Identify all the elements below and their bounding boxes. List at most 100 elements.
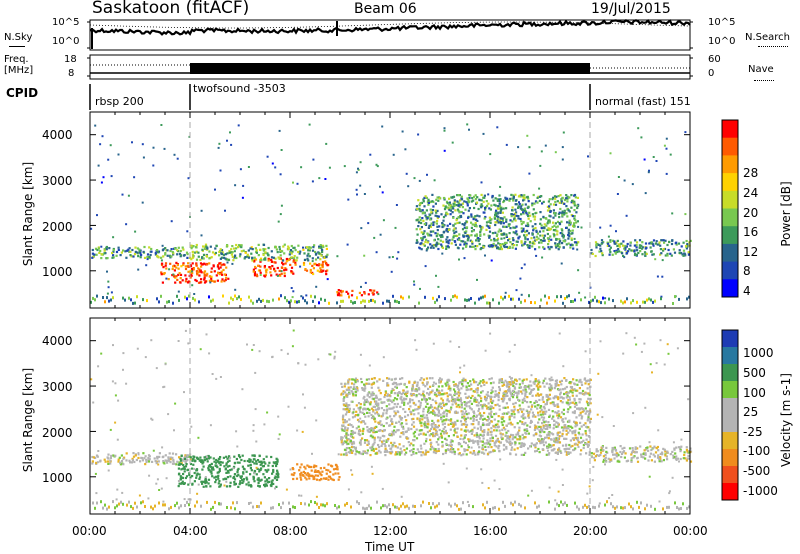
velocity-cell bbox=[524, 391, 527, 394]
velocity-cell bbox=[347, 442, 350, 445]
velocity-cell bbox=[354, 448, 357, 451]
velocity-cell bbox=[109, 459, 112, 462]
power-cell bbox=[254, 258, 257, 261]
power-cell bbox=[293, 255, 296, 258]
velocity-cell bbox=[476, 391, 479, 394]
power-clutter bbox=[648, 297, 650, 301]
velocity-cell bbox=[518, 378, 521, 381]
power-sparse bbox=[413, 283, 416, 286]
cpid-segment-3: normal (fast) 151 bbox=[595, 95, 691, 108]
power-cell bbox=[181, 246, 184, 249]
power-cell bbox=[459, 199, 462, 202]
velocity-cell bbox=[367, 378, 371, 381]
velocity-cell bbox=[236, 474, 239, 478]
velocity-cell bbox=[430, 391, 433, 394]
power-cell bbox=[429, 243, 432, 246]
velocity-cell bbox=[431, 432, 435, 435]
velocity-cell bbox=[516, 394, 519, 397]
velocity-cell bbox=[523, 397, 526, 400]
velocity-cell bbox=[420, 447, 423, 450]
power-cell bbox=[325, 256, 328, 259]
velocity-cell bbox=[448, 400, 451, 403]
velocity-cell bbox=[134, 454, 137, 457]
power-cell bbox=[495, 213, 498, 216]
velocity-cell bbox=[257, 484, 260, 487]
velocity-cell bbox=[96, 455, 99, 458]
velocity-cell bbox=[164, 459, 167, 462]
power-cell bbox=[550, 245, 553, 249]
power-clutter bbox=[612, 299, 614, 303]
velocity-cell bbox=[559, 396, 562, 399]
power-cell bbox=[514, 226, 517, 229]
velocity-cell bbox=[479, 433, 482, 436]
xtick-1: 04:00 bbox=[173, 524, 208, 538]
velocity-cell bbox=[396, 429, 399, 432]
velocity-cell bbox=[377, 398, 380, 401]
power-clutter bbox=[686, 297, 688, 301]
power-sparse bbox=[426, 173, 428, 176]
velocity-cell bbox=[422, 390, 425, 393]
velocity-cell bbox=[380, 415, 383, 418]
velocity-cell bbox=[490, 389, 493, 392]
power-cell bbox=[523, 234, 526, 237]
velocity-cell bbox=[462, 385, 465, 388]
power-clutter bbox=[306, 301, 308, 305]
velocity-cell bbox=[494, 423, 497, 426]
velocity-cell bbox=[192, 455, 195, 458]
velocity-cell bbox=[501, 384, 504, 387]
velocity-cell bbox=[531, 404, 534, 407]
power-cell bbox=[498, 202, 501, 205]
power-cell bbox=[221, 278, 224, 281]
velocity-cell bbox=[510, 409, 513, 412]
power-sparse bbox=[229, 131, 231, 134]
power-sparse bbox=[652, 156, 655, 158]
power-sparse bbox=[200, 209, 203, 212]
velocity-cell bbox=[344, 404, 347, 407]
velocity-cell bbox=[438, 381, 441, 384]
power-clutter bbox=[250, 299, 252, 303]
velocity-cell bbox=[498, 408, 501, 411]
velocity-cell bbox=[466, 413, 469, 416]
velocity-cell bbox=[534, 443, 537, 446]
velocity-cell bbox=[397, 429, 400, 432]
velocity-cell bbox=[343, 385, 346, 388]
power-cell bbox=[657, 243, 660, 246]
velocity-cell bbox=[437, 449, 440, 452]
velocity-cell bbox=[373, 405, 376, 408]
power-cell bbox=[416, 233, 419, 236]
power-cell bbox=[620, 242, 623, 245]
power-cell bbox=[475, 239, 478, 242]
velocity-cell bbox=[425, 414, 428, 417]
velocity-cell bbox=[400, 401, 404, 404]
power-cell bbox=[499, 217, 502, 220]
power-cell bbox=[493, 239, 496, 242]
power-cell bbox=[162, 255, 165, 258]
power-cbar-tick-20: 20 bbox=[743, 206, 759, 220]
velocity-cell bbox=[580, 417, 583, 420]
power-cell bbox=[540, 226, 543, 230]
velocity-cell bbox=[276, 471, 279, 474]
power-cell bbox=[435, 222, 438, 225]
velocity-cell bbox=[456, 435, 459, 438]
velocity-cell bbox=[275, 462, 278, 465]
velocity-cell bbox=[510, 380, 513, 384]
velocity-cell bbox=[402, 427, 405, 430]
power-sparse bbox=[152, 164, 155, 167]
power-cell bbox=[283, 272, 286, 275]
velocity-cell bbox=[226, 469, 229, 472]
power-cell bbox=[156, 254, 159, 257]
velocity-cell bbox=[541, 396, 544, 399]
velocity-cell bbox=[183, 467, 186, 470]
power-sparse bbox=[613, 242, 616, 245]
velocity-cell bbox=[410, 442, 413, 445]
power-cell bbox=[191, 250, 194, 253]
power-sparse bbox=[300, 295, 303, 298]
velocity-cell bbox=[455, 405, 458, 408]
velocity-cell bbox=[249, 458, 252, 462]
velocity-cell bbox=[415, 428, 418, 431]
power-clutter bbox=[318, 301, 320, 305]
power-cell bbox=[292, 246, 295, 250]
velocity-cell bbox=[459, 420, 463, 423]
velocity-cell bbox=[534, 415, 537, 418]
velocity-cell bbox=[131, 457, 134, 460]
